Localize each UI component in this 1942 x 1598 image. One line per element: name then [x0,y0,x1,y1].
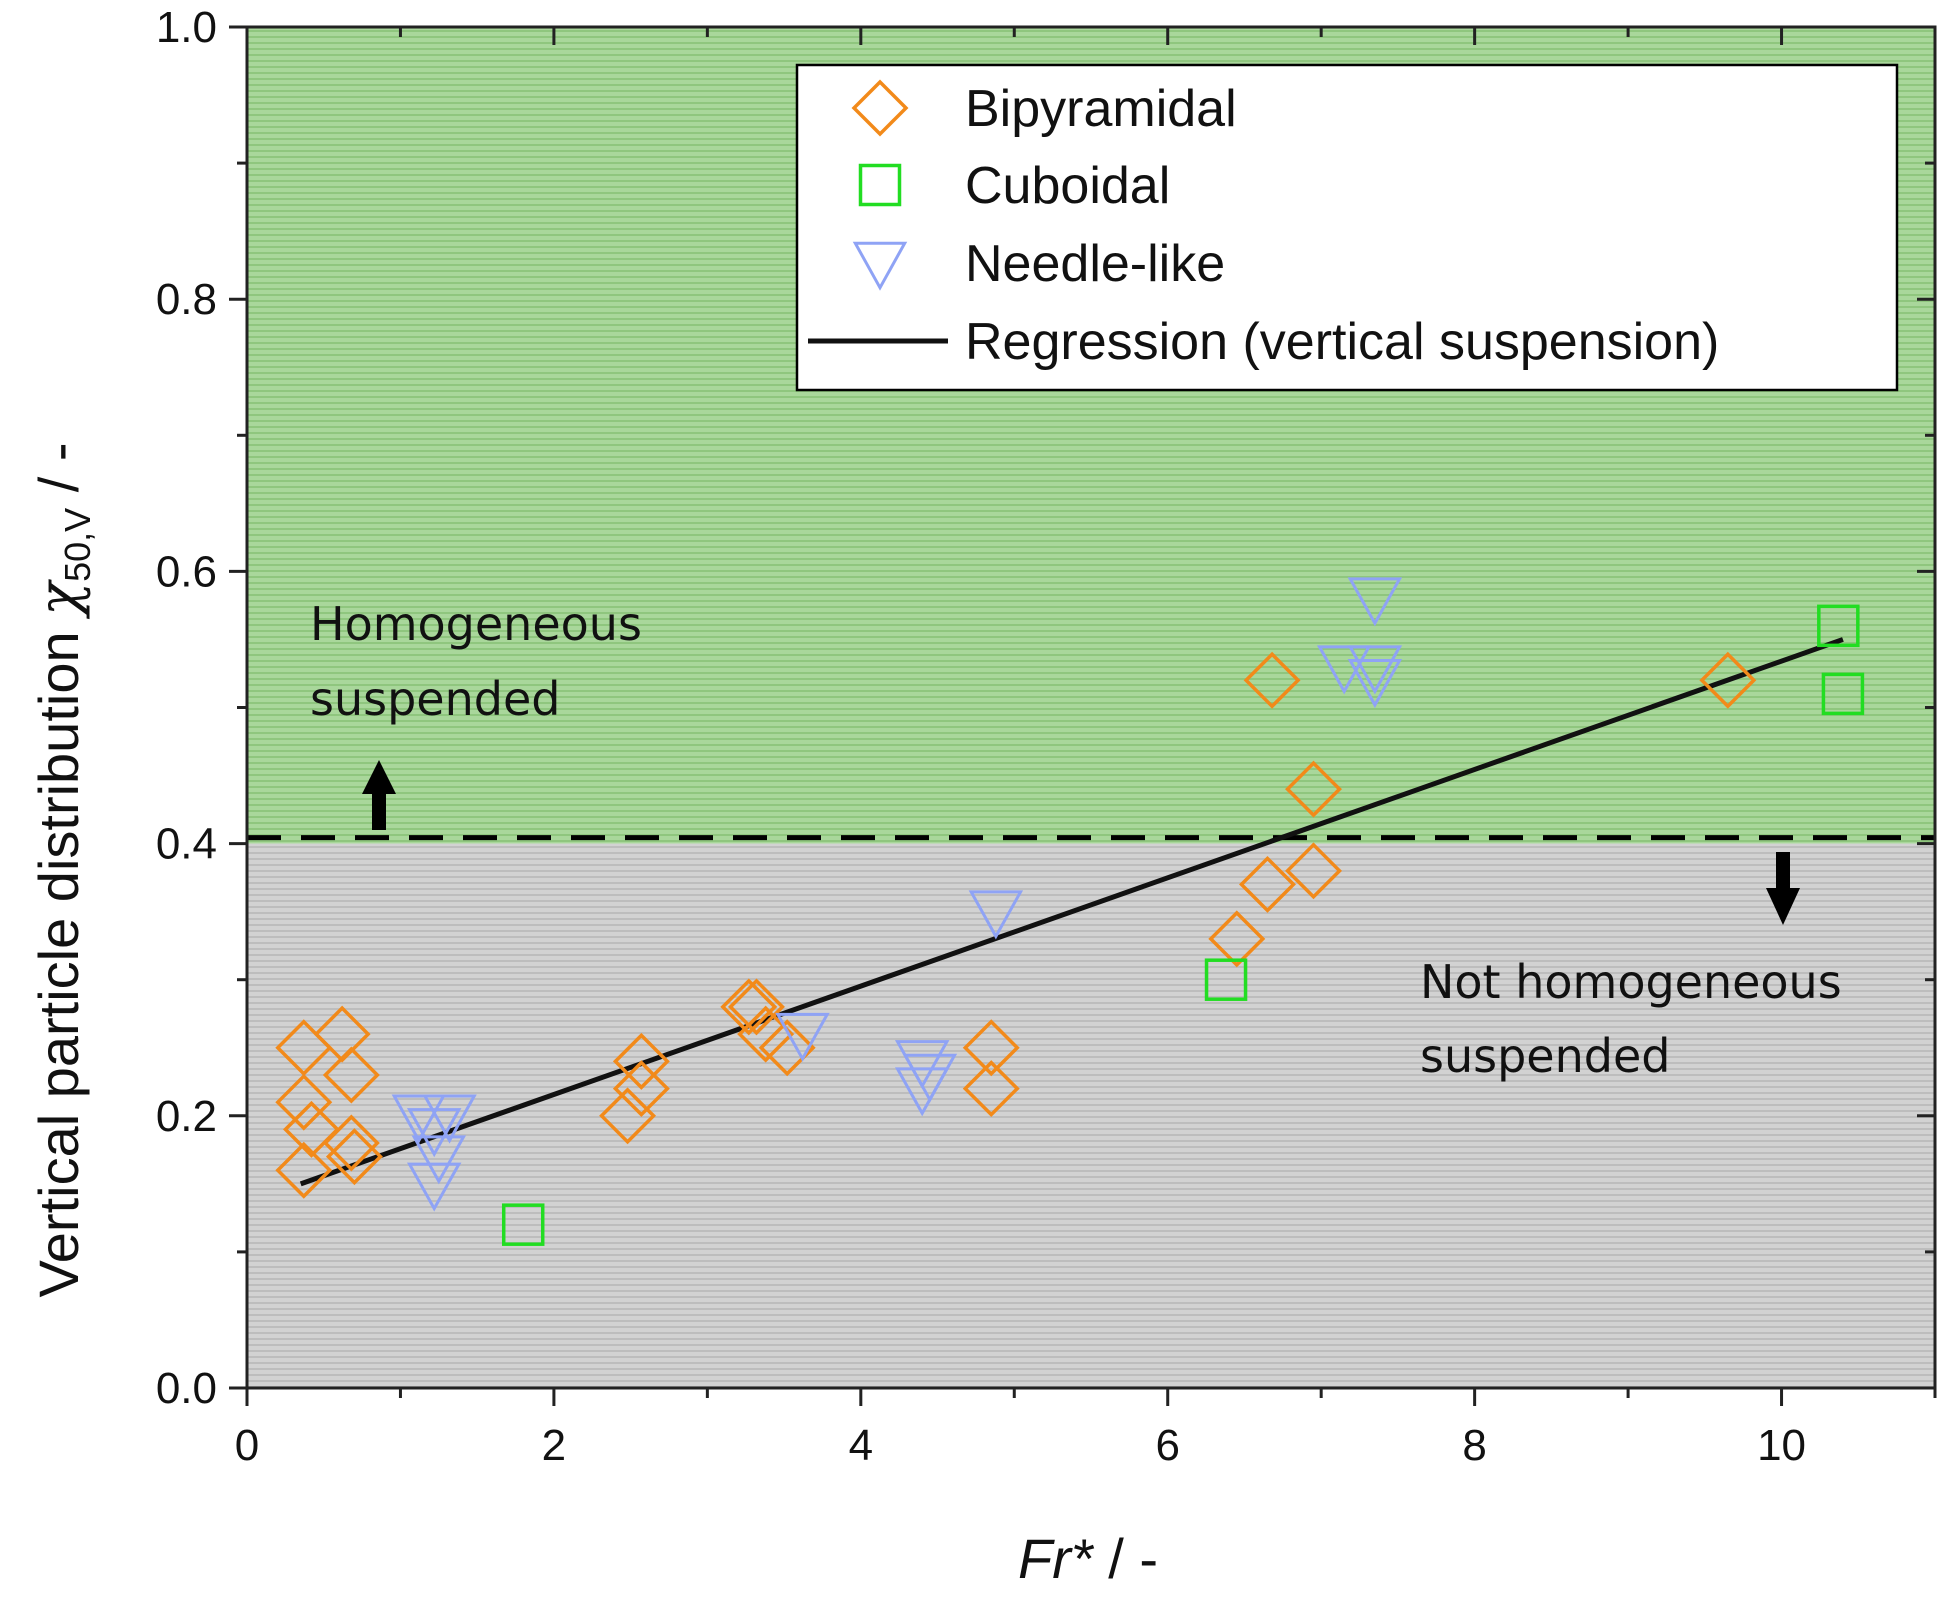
data-point-triangle-down [422,1094,477,1144]
data-point-diamond [1285,760,1342,818]
data-point-diamond [1208,910,1266,968]
not-homogeneous-region [247,843,1935,1388]
data-point-diamond [612,1032,670,1090]
x-tick-label: 2 [542,1421,566,1470]
data-point-diamond [612,1060,670,1118]
data-point-diamond [599,1087,657,1145]
data-point-diamond [1285,842,1342,900]
data-point-diamond [1243,651,1301,709]
legend-label: Needle-like [965,235,1225,293]
x-tick-label: 6 [1155,1421,1179,1470]
x-tick-label: 0 [235,1421,259,1470]
y-tick-label: 0.8 [156,275,217,324]
y-tick-label: 0.0 [156,1364,217,1413]
legend-marker-triangle-down [852,241,908,291]
x-axis-title: Fr* / - [1018,1527,1158,1590]
data-point-triangle-down [1347,645,1403,695]
axis-ticks [229,25,1937,1406]
y-tick-label: 0.6 [156,547,217,596]
data-point-square [501,1203,545,1246]
not-homogeneous-label: Not homogeneous [1420,955,1842,1009]
x-tick-label: 4 [849,1421,873,1470]
regression-line [299,637,1844,1187]
data-point-square [1821,672,1865,716]
down-arrow-icon [1766,852,1800,925]
x-tick-label: 10 [1757,1421,1806,1470]
data-point-square [1817,604,1860,648]
up-arrow-icon [362,760,396,830]
data-point-diamond [962,1060,1020,1118]
y-tick-label: 1.0 [156,3,217,52]
data-point-triangle-down [406,1108,462,1158]
legend-label: Cuboidal [965,157,1170,215]
x-tick-label: 8 [1462,1421,1486,1470]
data-point-triangle-down [411,1135,467,1185]
not-homogeneous-label-line2: suspended [1420,1029,1670,1083]
data-point-diamond [758,1019,816,1077]
homogeneous-label: Homogeneous [310,597,642,651]
data-point-diamond [727,978,785,1036]
y-tick-label: 0.4 [156,820,217,869]
data-point-triangle-down [1347,577,1403,627]
data-point-diamond [962,1019,1020,1077]
data-point-triangle-down [391,1094,447,1144]
data-point-diamond [325,1128,383,1186]
data-point-diamond [322,1046,380,1104]
legend-marker-square [858,163,902,207]
legend-marker-diamond [851,79,909,137]
legend-label: Regression (vertical suspension) [965,313,1719,371]
legend-box [795,63,1899,392]
data-point-diamond [275,1141,333,1199]
homogeneous-label-line2: suspended [310,672,560,726]
data-points [275,577,1865,1246]
data-point-triangle-down [406,1162,462,1212]
y-tick-label: 0.2 [156,1092,217,1141]
data-point-diamond [1699,651,1757,709]
data-point-triangle-down [1347,659,1403,709]
data-point-diamond [322,1114,380,1172]
data-point-triangle-down [968,890,1024,940]
y-axis-title: Vertical particle distribution χ50,V / - [27,443,98,1298]
data-point-diamond [275,1073,333,1131]
axis-tick-labels: 0 2 4 6 8 10 0.0 0.2 0.4 0.6 0.8 1.0 [156,3,1806,1470]
data-point-diamond [720,978,778,1036]
legend: Bipyramidal Cuboidal Needle-like Regression… [795,63,1899,392]
legend-label: Bipyramidal [965,80,1237,138]
data-point-triangle-down [775,1012,830,1062]
data-point-square [1204,958,1248,1001]
data-point-diamond [282,1100,340,1158]
data-point-triangle-down [894,1067,950,1117]
data-point-diamond [1238,855,1296,913]
